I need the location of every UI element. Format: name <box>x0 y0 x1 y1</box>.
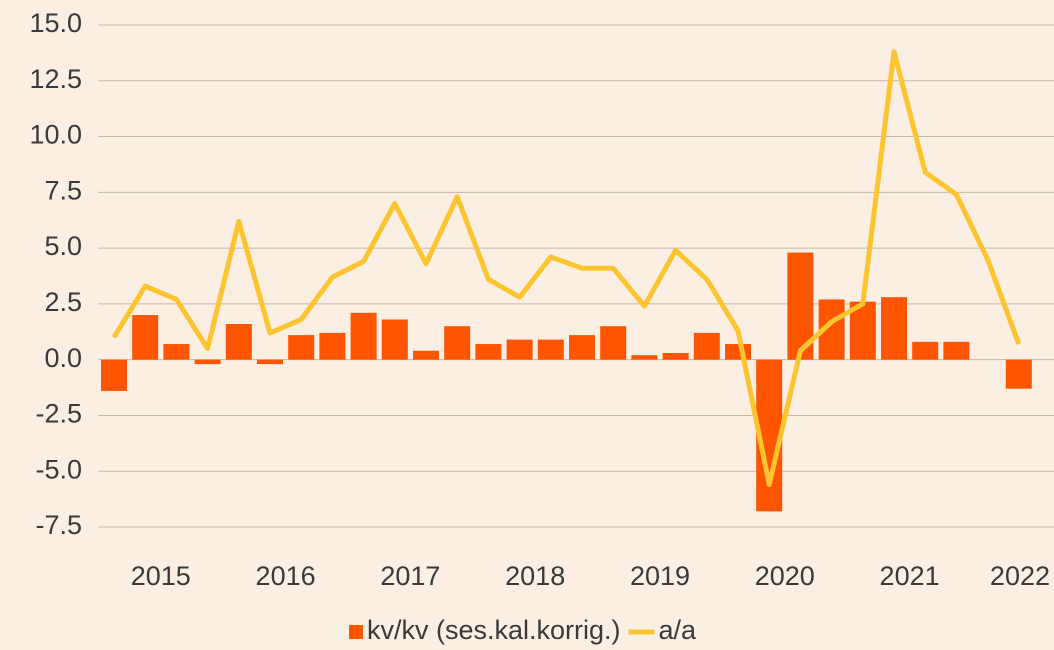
bar <box>132 315 159 360</box>
y-tick-label: -5.0 <box>35 454 82 484</box>
bar <box>1005 359 1032 389</box>
bar <box>194 359 221 365</box>
x-tick-label: 2019 <box>630 561 690 591</box>
bar <box>537 339 564 360</box>
y-tick-label: -7.5 <box>35 510 82 540</box>
bar <box>163 344 190 360</box>
bar <box>257 359 283 365</box>
legend-label: kv/kv (ses.kal.korrig.) <box>367 615 621 645</box>
bar <box>631 355 658 360</box>
x-tick-label: 2017 <box>380 561 440 591</box>
bar <box>288 335 315 360</box>
bar <box>600 326 627 360</box>
legend-label: a/a <box>659 615 698 645</box>
x-tick-label: 2020 <box>755 561 815 591</box>
y-tick-label: 10.0 <box>29 120 82 150</box>
bar <box>413 350 439 360</box>
legend-swatch <box>348 625 363 639</box>
line <box>111 49 1022 488</box>
x-tick-label: 2021 <box>880 561 940 591</box>
bar <box>350 312 377 360</box>
x-tick-label: 2018 <box>505 561 565 591</box>
x-tick-label: 2016 <box>256 561 316 591</box>
bar <box>881 297 907 360</box>
y-tick-label: 0.0 <box>44 343 82 373</box>
y-tick-label: 7.5 <box>44 175 82 205</box>
y-tick-label: 2.5 <box>44 287 82 317</box>
bar <box>725 344 751 360</box>
bar <box>943 341 970 360</box>
bar <box>225 323 252 360</box>
x-tick-label: 2015 <box>131 561 191 591</box>
y-tick-label: 5.0 <box>44 231 82 261</box>
bar <box>475 344 502 360</box>
x-tick-label: 2022 <box>990 561 1050 591</box>
y-tick-label: -2.5 <box>35 399 82 429</box>
bar <box>101 359 127 391</box>
y-tick-label: 12.5 <box>29 64 82 94</box>
bar <box>381 319 408 360</box>
bar <box>693 332 720 360</box>
bar <box>912 341 939 360</box>
bar <box>506 339 533 360</box>
bar <box>569 335 595 360</box>
bar <box>319 332 346 360</box>
bar <box>662 352 689 360</box>
y-tick-label: 15.0 <box>29 8 82 38</box>
bar <box>444 326 471 360</box>
